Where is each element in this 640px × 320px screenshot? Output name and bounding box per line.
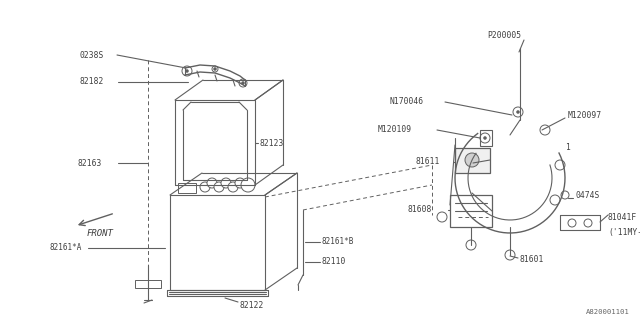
Text: 1: 1 xyxy=(565,143,570,153)
Circle shape xyxy=(241,82,244,84)
Text: ('11MY-): ('11MY-) xyxy=(608,228,640,236)
Text: 82182: 82182 xyxy=(80,77,104,86)
Text: M120097: M120097 xyxy=(568,110,602,119)
Text: 82163: 82163 xyxy=(78,158,102,167)
Circle shape xyxy=(235,178,245,188)
Text: 82110: 82110 xyxy=(322,258,346,267)
Circle shape xyxy=(214,68,216,70)
Text: M120109: M120109 xyxy=(378,125,412,134)
Text: 82123: 82123 xyxy=(260,139,284,148)
Text: 81601: 81601 xyxy=(520,255,545,265)
Circle shape xyxy=(186,69,189,73)
Circle shape xyxy=(214,182,224,192)
Circle shape xyxy=(437,212,447,222)
Text: 82161*B: 82161*B xyxy=(322,237,355,246)
Circle shape xyxy=(221,178,231,188)
Text: 0474S: 0474S xyxy=(575,190,600,199)
FancyBboxPatch shape xyxy=(455,148,490,173)
Text: 82161*A: 82161*A xyxy=(50,244,83,252)
Text: P200005: P200005 xyxy=(487,30,521,39)
Text: 0238S: 0238S xyxy=(80,51,104,60)
Text: 81041F: 81041F xyxy=(608,213,637,222)
Bar xyxy=(178,183,196,193)
Bar xyxy=(480,130,492,146)
Text: 82122: 82122 xyxy=(240,300,264,309)
Circle shape xyxy=(200,182,210,192)
Text: 81611: 81611 xyxy=(415,157,440,166)
Circle shape xyxy=(228,182,238,192)
Circle shape xyxy=(207,178,217,188)
Circle shape xyxy=(241,178,255,192)
Text: N170046: N170046 xyxy=(390,98,424,107)
Text: A820001101: A820001101 xyxy=(586,309,630,315)
Bar xyxy=(135,280,161,288)
Circle shape xyxy=(465,153,479,167)
Text: 81608: 81608 xyxy=(408,205,433,214)
Circle shape xyxy=(483,137,486,140)
Circle shape xyxy=(516,110,520,114)
Text: FRONT: FRONT xyxy=(86,228,113,237)
